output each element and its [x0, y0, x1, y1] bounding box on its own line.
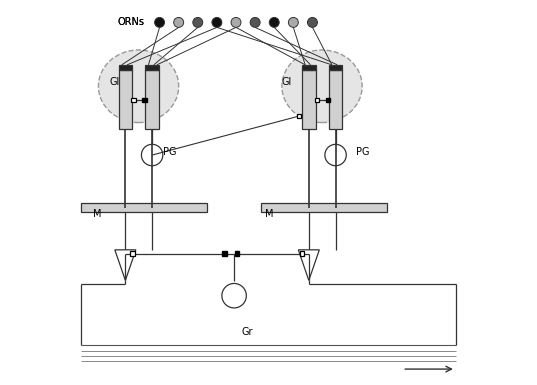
Bar: [302, 70, 316, 129]
Bar: [131, 98, 136, 102]
Text: M: M: [265, 209, 273, 219]
Bar: [302, 65, 316, 70]
Circle shape: [173, 17, 184, 27]
Circle shape: [288, 17, 299, 27]
Bar: [222, 251, 227, 256]
Circle shape: [222, 283, 246, 308]
Circle shape: [193, 17, 203, 27]
Polygon shape: [115, 250, 136, 280]
Polygon shape: [299, 250, 320, 280]
Bar: [315, 98, 320, 102]
Bar: [142, 98, 147, 102]
Text: Gl: Gl: [282, 77, 292, 87]
Circle shape: [308, 17, 317, 27]
Ellipse shape: [282, 50, 362, 122]
Circle shape: [141, 144, 163, 166]
Text: Gr: Gr: [242, 327, 253, 337]
Text: ORNs: ORNs: [117, 17, 144, 27]
Bar: [119, 65, 132, 70]
Bar: [146, 70, 159, 129]
Bar: [300, 251, 304, 256]
Bar: [130, 251, 135, 256]
Text: Gl: Gl: [110, 77, 120, 87]
Bar: [261, 203, 387, 212]
Circle shape: [250, 17, 260, 27]
Text: PG: PG: [357, 147, 370, 157]
Circle shape: [325, 144, 346, 166]
Bar: [235, 251, 240, 256]
Text: PG: PG: [163, 147, 177, 157]
Text: M: M: [92, 209, 101, 219]
Circle shape: [231, 17, 241, 27]
Circle shape: [269, 17, 279, 27]
Bar: [329, 65, 342, 70]
Bar: [329, 70, 342, 129]
Text: ORNs: ORNs: [117, 17, 144, 27]
Bar: [146, 65, 159, 70]
Bar: [119, 70, 132, 129]
Ellipse shape: [98, 50, 179, 122]
Bar: [81, 203, 207, 212]
Bar: [326, 98, 330, 102]
Bar: [297, 114, 301, 118]
Circle shape: [212, 17, 222, 27]
Circle shape: [155, 17, 164, 27]
